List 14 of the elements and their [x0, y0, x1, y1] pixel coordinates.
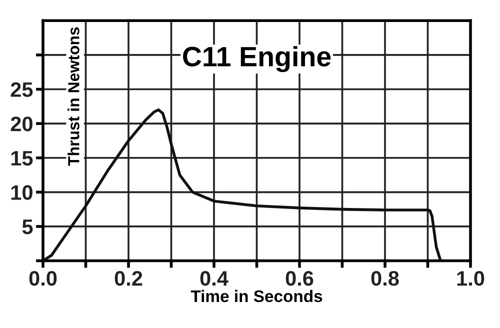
x-tick-label: 1.0 [457, 271, 484, 286]
x-tick-label: 0.6 [286, 271, 314, 286]
y-tick-label: 20 [10, 116, 32, 132]
x-tick-label: 0.8 [371, 271, 399, 286]
y-tick-label: 10 [11, 185, 32, 200]
y-tick-label: 15 [11, 151, 33, 166]
x-tick-label: 0.2 [114, 271, 142, 286]
x-tick-label: 0.4 [200, 271, 228, 286]
y-tick-label: 5 [22, 220, 33, 234]
y-axis-title: Thrust in Newtons [68, 27, 80, 166]
text: C11 Engine [183, 46, 331, 72]
x-axis-title: Time in Seconds [190, 290, 322, 302]
y-tick-label: 25 [10, 82, 33, 98]
x-tick-label: 0.0 [29, 271, 57, 286]
